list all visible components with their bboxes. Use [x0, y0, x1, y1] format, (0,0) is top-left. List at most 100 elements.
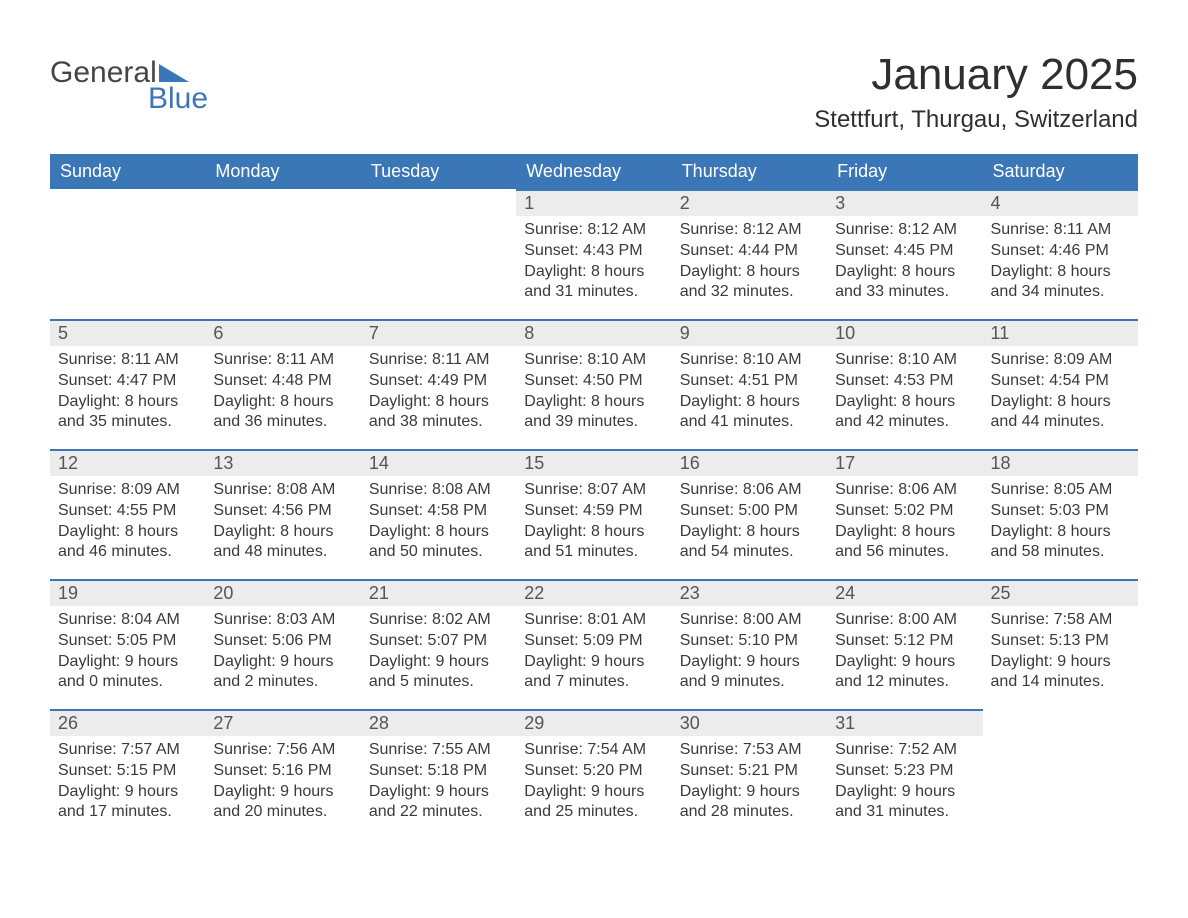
- day-sunset: Sunset: 4:43 PM: [524, 241, 663, 262]
- day-daylight1: Daylight: 8 hours: [680, 392, 819, 413]
- calendar-cell: 13Sunrise: 8:08 AMSunset: 4:56 PMDayligh…: [205, 449, 360, 579]
- day-number: 7: [361, 319, 516, 346]
- day-body: Sunrise: 8:12 AMSunset: 4:45 PMDaylight:…: [827, 216, 982, 309]
- calendar-cell: 2Sunrise: 8:12 AMSunset: 4:44 PMDaylight…: [672, 189, 827, 319]
- day-body: Sunrise: 8:04 AMSunset: 5:05 PMDaylight:…: [50, 606, 205, 699]
- day-daylight2: and 32 minutes.: [680, 282, 819, 303]
- weekday-header: Wednesday: [516, 154, 671, 189]
- day-number: 9: [672, 319, 827, 346]
- day-sunset: Sunset: 5:21 PM: [680, 761, 819, 782]
- day-sunrise: Sunrise: 8:12 AM: [680, 220, 819, 241]
- logo: General Blue: [50, 58, 208, 114]
- day-body: Sunrise: 8:08 AMSunset: 4:56 PMDaylight:…: [205, 476, 360, 569]
- day-daylight1: Daylight: 8 hours: [58, 522, 197, 543]
- day-sunset: Sunset: 4:55 PM: [58, 501, 197, 522]
- day-sunset: Sunset: 4:45 PM: [835, 241, 974, 262]
- day-daylight2: and 9 minutes.: [680, 672, 819, 693]
- day-sunrise: Sunrise: 8:04 AM: [58, 610, 197, 631]
- day-daylight1: Daylight: 9 hours: [58, 782, 197, 803]
- day-sunrise: Sunrise: 8:02 AM: [369, 610, 508, 631]
- calendar-cell: 8Sunrise: 8:10 AMSunset: 4:50 PMDaylight…: [516, 319, 671, 449]
- day-daylight1: Daylight: 8 hours: [835, 392, 974, 413]
- day-daylight1: Daylight: 8 hours: [680, 262, 819, 283]
- day-sunrise: Sunrise: 7:54 AM: [524, 740, 663, 761]
- day-daylight1: Daylight: 9 hours: [369, 782, 508, 803]
- day-body: Sunrise: 8:09 AMSunset: 4:55 PMDaylight:…: [50, 476, 205, 569]
- calendar-cell: 25Sunrise: 7:58 AMSunset: 5:13 PMDayligh…: [983, 579, 1138, 709]
- day-number: 3: [827, 189, 982, 216]
- calendar-cell: 12Sunrise: 8:09 AMSunset: 4:55 PMDayligh…: [50, 449, 205, 579]
- day-sunrise: Sunrise: 8:11 AM: [991, 220, 1130, 241]
- day-sunrise: Sunrise: 8:08 AM: [213, 480, 352, 501]
- day-daylight1: Daylight: 8 hours: [369, 392, 508, 413]
- calendar-cell: 30Sunrise: 7:53 AMSunset: 5:21 PMDayligh…: [672, 709, 827, 839]
- day-body: Sunrise: 8:12 AMSunset: 4:44 PMDaylight:…: [672, 216, 827, 309]
- day-body: Sunrise: 8:00 AMSunset: 5:10 PMDaylight:…: [672, 606, 827, 699]
- day-number: 30: [672, 709, 827, 736]
- day-number: 27: [205, 709, 360, 736]
- calendar-cell: 24Sunrise: 8:00 AMSunset: 5:12 PMDayligh…: [827, 579, 982, 709]
- calendar-cell: 9Sunrise: 8:10 AMSunset: 4:51 PMDaylight…: [672, 319, 827, 449]
- day-body: Sunrise: 8:10 AMSunset: 4:50 PMDaylight:…: [516, 346, 671, 439]
- day-body: Sunrise: 8:06 AMSunset: 5:00 PMDaylight:…: [672, 476, 827, 569]
- day-sunrise: Sunrise: 8:05 AM: [991, 480, 1130, 501]
- calendar-cell: 18Sunrise: 8:05 AMSunset: 5:03 PMDayligh…: [983, 449, 1138, 579]
- day-number: 8: [516, 319, 671, 346]
- calendar-table: SundayMondayTuesdayWednesdayThursdayFrid…: [50, 154, 1138, 839]
- calendar-cell: 19Sunrise: 8:04 AMSunset: 5:05 PMDayligh…: [50, 579, 205, 709]
- calendar-cell: 21Sunrise: 8:02 AMSunset: 5:07 PMDayligh…: [361, 579, 516, 709]
- day-sunset: Sunset: 5:06 PM: [213, 631, 352, 652]
- day-daylight2: and 17 minutes.: [58, 802, 197, 823]
- day-daylight1: Daylight: 8 hours: [58, 392, 197, 413]
- day-daylight2: and 28 minutes.: [680, 802, 819, 823]
- day-body: Sunrise: 8:07 AMSunset: 4:59 PMDaylight:…: [516, 476, 671, 569]
- day-daylight2: and 51 minutes.: [524, 542, 663, 563]
- day-number: 19: [50, 579, 205, 606]
- day-number: 1: [516, 189, 671, 216]
- day-number: 15: [516, 449, 671, 476]
- weekday-header: Tuesday: [361, 154, 516, 189]
- day-sunrise: Sunrise: 8:09 AM: [58, 480, 197, 501]
- calendar-cell: [205, 189, 360, 319]
- day-sunrise: Sunrise: 7:52 AM: [835, 740, 974, 761]
- day-body: Sunrise: 7:57 AMSunset: 5:15 PMDaylight:…: [50, 736, 205, 829]
- day-daylight2: and 39 minutes.: [524, 412, 663, 433]
- day-daylight2: and 44 minutes.: [991, 412, 1130, 433]
- day-number: 16: [672, 449, 827, 476]
- day-daylight2: and 50 minutes.: [369, 542, 508, 563]
- day-daylight2: and 12 minutes.: [835, 672, 974, 693]
- calendar-cell: [361, 189, 516, 319]
- calendar-cell: 5Sunrise: 8:11 AMSunset: 4:47 PMDaylight…: [50, 319, 205, 449]
- calendar-cell: 14Sunrise: 8:08 AMSunset: 4:58 PMDayligh…: [361, 449, 516, 579]
- day-daylight2: and 22 minutes.: [369, 802, 508, 823]
- day-daylight1: Daylight: 8 hours: [524, 262, 663, 283]
- day-sunrise: Sunrise: 7:57 AM: [58, 740, 197, 761]
- day-number: 25: [983, 579, 1138, 606]
- day-sunrise: Sunrise: 7:56 AM: [213, 740, 352, 761]
- calendar-week: 1Sunrise: 8:12 AMSunset: 4:43 PMDaylight…: [50, 189, 1138, 319]
- day-body: Sunrise: 8:12 AMSunset: 4:43 PMDaylight:…: [516, 216, 671, 309]
- day-daylight2: and 14 minutes.: [991, 672, 1130, 693]
- day-body: Sunrise: 8:09 AMSunset: 4:54 PMDaylight:…: [983, 346, 1138, 439]
- day-body: Sunrise: 8:10 AMSunset: 4:51 PMDaylight:…: [672, 346, 827, 439]
- day-sunset: Sunset: 5:12 PM: [835, 631, 974, 652]
- day-daylight1: Daylight: 8 hours: [835, 262, 974, 283]
- day-body: Sunrise: 8:11 AMSunset: 4:46 PMDaylight:…: [983, 216, 1138, 309]
- calendar-cell: 23Sunrise: 8:00 AMSunset: 5:10 PMDayligh…: [672, 579, 827, 709]
- day-number: 13: [205, 449, 360, 476]
- weekday-header: Monday: [205, 154, 360, 189]
- calendar-cell: 29Sunrise: 7:54 AMSunset: 5:20 PMDayligh…: [516, 709, 671, 839]
- day-sunrise: Sunrise: 8:11 AM: [58, 350, 197, 371]
- page-subtitle: Stettfurt, Thurgau, Switzerland: [814, 106, 1138, 134]
- day-body: Sunrise: 8:05 AMSunset: 5:03 PMDaylight:…: [983, 476, 1138, 569]
- logo-blue-text: Blue: [50, 84, 208, 114]
- day-sunrise: Sunrise: 8:03 AM: [213, 610, 352, 631]
- day-sunset: Sunset: 5:13 PM: [991, 631, 1130, 652]
- day-daylight2: and 35 minutes.: [58, 412, 197, 433]
- day-daylight2: and 56 minutes.: [835, 542, 974, 563]
- day-sunrise: Sunrise: 8:06 AM: [835, 480, 974, 501]
- day-sunset: Sunset: 4:47 PM: [58, 371, 197, 392]
- weekday-row: SundayMondayTuesdayWednesdayThursdayFrid…: [50, 154, 1138, 189]
- day-daylight1: Daylight: 9 hours: [213, 782, 352, 803]
- day-daylight1: Daylight: 8 hours: [213, 392, 352, 413]
